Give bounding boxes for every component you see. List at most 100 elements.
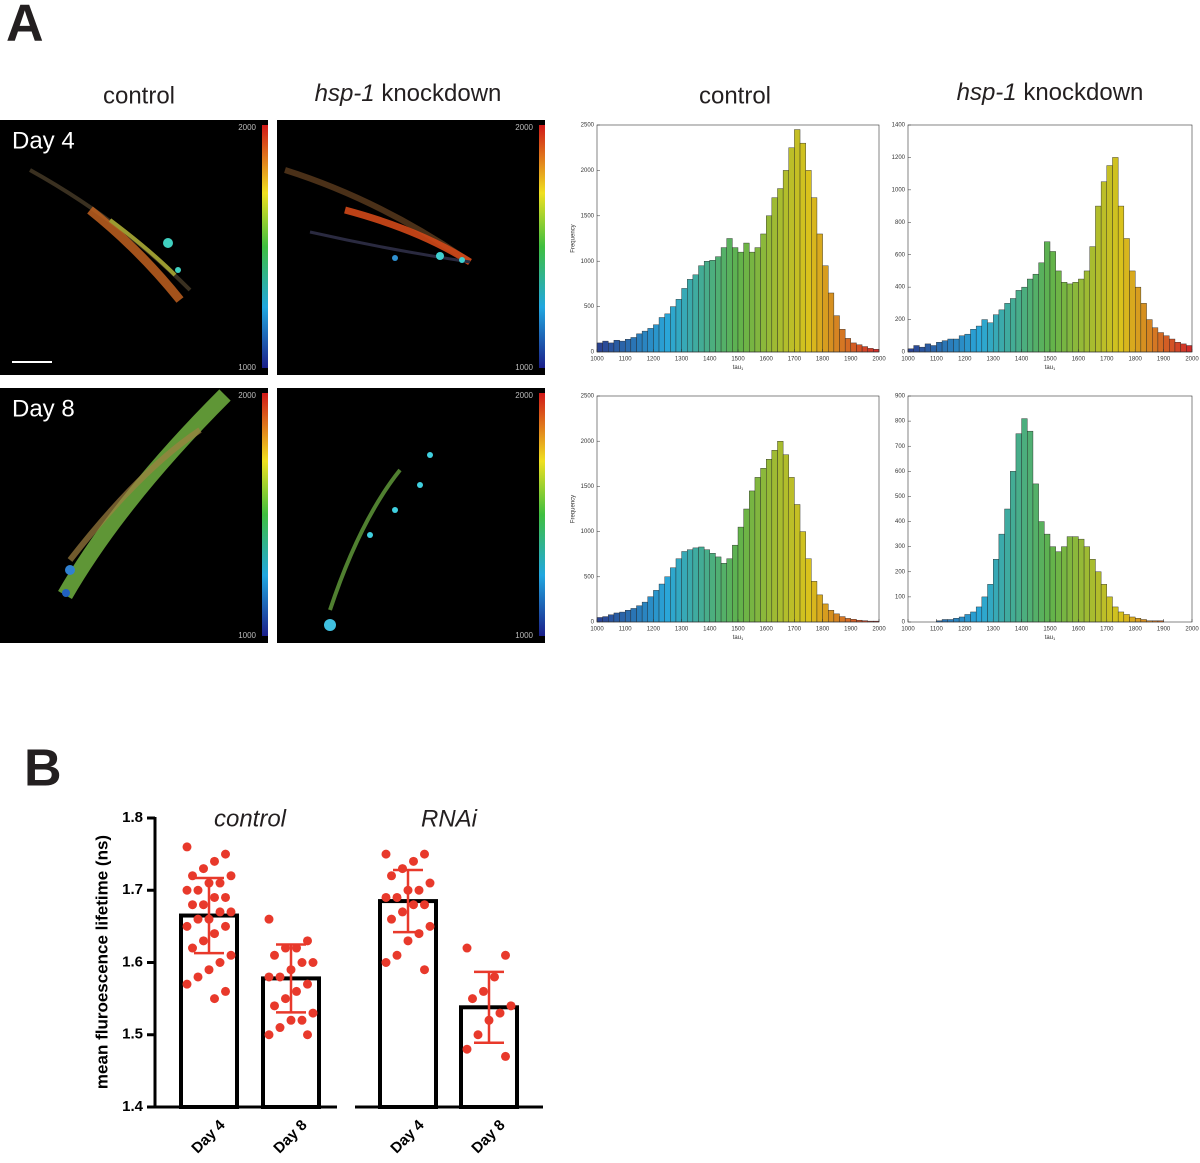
histogram-bar (766, 459, 773, 623)
column-header: hsp-1 knockdown (315, 80, 502, 107)
histogram-bar (1038, 521, 1045, 623)
histogram-bar (811, 581, 818, 623)
data-point (286, 1015, 296, 1025)
data-point (506, 1001, 516, 1011)
histogram-bar (630, 608, 637, 623)
colorbar-label: 1000 (515, 363, 533, 372)
histogram-bar (636, 333, 643, 353)
histogram-bar (720, 563, 727, 623)
data-point (392, 950, 402, 960)
data-point (221, 892, 230, 902)
x-tick-label: 1500 (731, 627, 745, 633)
histogram-bar (1117, 205, 1125, 353)
histogram-bar (681, 288, 688, 353)
histogram-bar (924, 343, 931, 353)
histogram-bar (1140, 619, 1147, 623)
histogram-bar (608, 614, 615, 623)
x-axis-label-sub: 1 (741, 636, 744, 641)
histogram-bar (1157, 332, 1164, 353)
histogram-bar (596, 342, 603, 353)
x-tick-label: 1000 (901, 357, 915, 363)
data-point (425, 878, 435, 888)
data-point (264, 1030, 274, 1040)
histogram-bar (805, 170, 812, 353)
histogram-bar (647, 328, 654, 353)
histogram-bar (947, 619, 954, 623)
histogram-bar (998, 309, 1005, 353)
histogram-bar (799, 531, 806, 623)
x-tick-label: 1100 (930, 627, 944, 633)
x-axis-label: tau1 (1045, 365, 1056, 371)
histogram-bar (743, 508, 750, 623)
histogram-bar (1134, 286, 1142, 353)
x-tick-label: Day 4 (387, 1116, 428, 1157)
histogram-bar (737, 526, 744, 623)
colorbar-label: 2000 (515, 391, 533, 400)
x-tick-label: 1400 (703, 357, 717, 363)
histogram-bar (777, 188, 784, 353)
histogram-bar (709, 260, 716, 353)
x-tick-label: 1600 (1072, 357, 1086, 363)
gene: hsp-1 (957, 79, 1017, 106)
histogram-bar (964, 333, 971, 353)
histogram-bar (726, 238, 733, 353)
histogram-bar (670, 567, 677, 623)
colorbar-label: 2000 (515, 123, 533, 132)
histogram-bar (1032, 483, 1039, 623)
x-tick-label: 1600 (760, 357, 774, 363)
x-tick-label: 1000 (901, 627, 915, 633)
data-point (387, 914, 396, 924)
histogram-bar (1083, 546, 1090, 623)
data-point (264, 972, 274, 982)
histogram-bar (816, 233, 823, 353)
data-point (398, 907, 407, 917)
x-tick-label: 1600 (760, 627, 774, 633)
panel-label: B (24, 740, 62, 798)
data-point (210, 929, 219, 939)
histogram-bar (625, 610, 632, 623)
group-label: control (214, 805, 287, 832)
histogram-bar (919, 346, 926, 353)
y-tick-label: 1.4 (122, 1098, 144, 1115)
x-tick-label: 1800 (816, 627, 830, 633)
image (277, 388, 545, 643)
histogram-bar (1169, 338, 1176, 353)
histogram-bar (692, 274, 699, 353)
y-tick-label: 2000 (581, 168, 595, 174)
data-point (210, 994, 219, 1004)
histogram-bar (1174, 342, 1181, 353)
data-point (281, 994, 290, 1004)
histogram-bar (970, 611, 977, 623)
y-tick-label: 1000 (581, 529, 595, 535)
image (0, 388, 268, 643)
data-point (182, 921, 192, 931)
histogram-bar (850, 342, 857, 353)
histogram-bar (1112, 606, 1119, 623)
x-axis-label-sub: 1 (1053, 366, 1056, 371)
histogram-bar (619, 611, 626, 623)
data-point (381, 958, 391, 967)
histogram-bar (675, 299, 682, 353)
y-tick-label: 800 (895, 220, 906, 226)
histogram-bar (1027, 430, 1034, 623)
data-point (308, 958, 318, 967)
data-point (199, 936, 208, 946)
histogram-bar (839, 329, 846, 353)
x-tick-label: 1800 (816, 357, 830, 363)
histogram-bar (760, 233, 767, 353)
image (277, 120, 545, 375)
column-header: control (699, 82, 771, 109)
histogram-bar (1123, 238, 1130, 353)
histogram-bar (822, 603, 829, 623)
histogram-bar (1089, 559, 1096, 623)
group-label: RNAi (421, 805, 478, 832)
histogram-bar (1066, 283, 1073, 353)
error-bar (194, 876, 224, 955)
data-point (292, 943, 301, 953)
histogram-bar (1089, 246, 1096, 353)
histogram-bar (732, 544, 739, 623)
histogram-bar (844, 338, 851, 353)
data-point (398, 864, 407, 874)
histogram-bar (658, 583, 665, 623)
